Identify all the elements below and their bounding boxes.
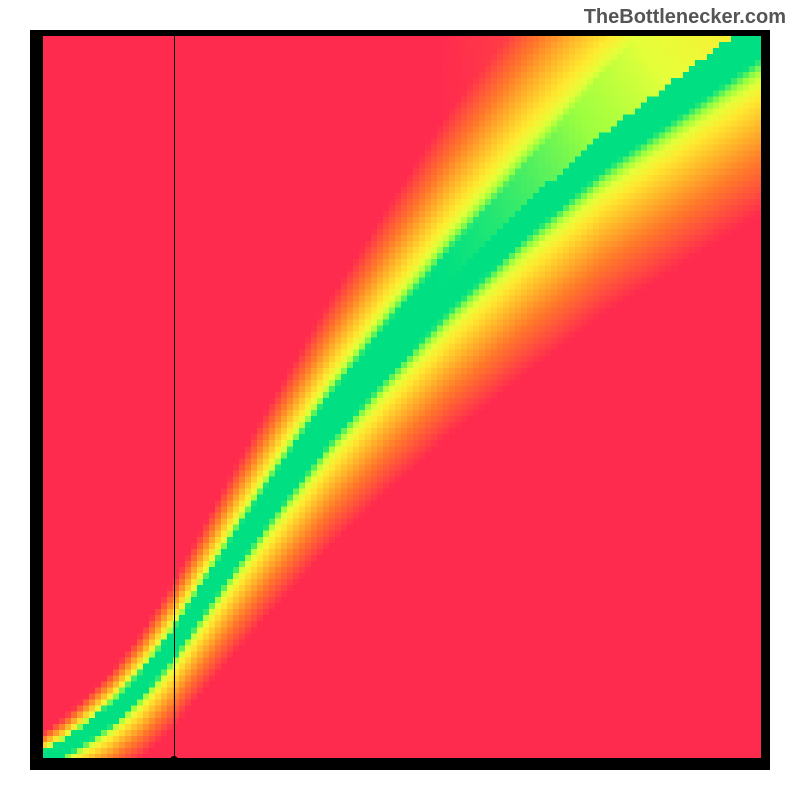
watermark-text: TheBottlenecker.com	[584, 6, 786, 29]
x-axis-line	[41, 758, 761, 760]
x-axis-marker-dot	[170, 756, 178, 764]
heatmap-canvas	[41, 36, 761, 760]
crosshair-vertical	[174, 36, 175, 760]
heatmap-canvas-wrap	[41, 36, 761, 760]
chart-container: TheBottlenecker.com	[0, 0, 800, 800]
green-origin-tick	[43, 753, 57, 758]
y-axis-line	[41, 36, 43, 760]
